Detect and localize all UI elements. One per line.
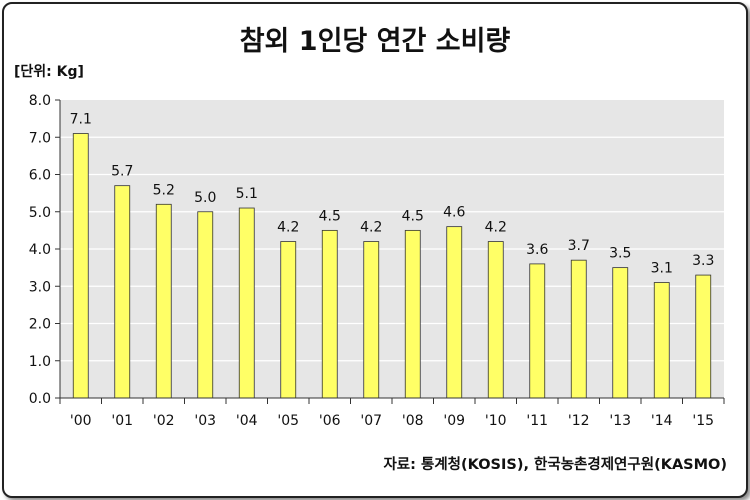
y-axis-ticks: 0.0 1.0 2.0 3.0 4.0 5.0 6.0 7.0 8.0	[29, 93, 60, 407]
y-tick-label: 0.0	[29, 391, 51, 407]
data-label: 4.2	[485, 220, 507, 236]
x-tick-label: '05	[277, 413, 299, 429]
y-tick-label: 5.0	[29, 205, 51, 221]
data-label: 4.6	[443, 205, 465, 221]
x-tick-label: '06	[319, 413, 341, 429]
x-tick-label: '09	[443, 413, 465, 429]
data-label: 4.2	[277, 220, 299, 236]
bar	[238, 207, 255, 399]
y-tick-label: 1.0	[29, 354, 51, 370]
x-tick-label: '01	[111, 413, 133, 429]
unit-label: [단위: Kg]	[14, 63, 84, 80]
data-label: 4.5	[319, 208, 341, 224]
chart-title: 참외 1인당 연간 소비량	[240, 26, 511, 57]
data-label: 5.7	[111, 164, 133, 180]
bar	[570, 259, 587, 399]
x-tick-label: '10	[485, 413, 507, 429]
data-label: 3.3	[692, 253, 714, 269]
bar	[612, 267, 629, 399]
y-tick-label: 7.0	[29, 130, 51, 146]
data-label: 4.5	[402, 208, 424, 224]
x-axis-ticks: '00 '01 '02 '03 '04 '05 '06 '07 '08 '09 '10 '11 '12 '…	[59, 398, 725, 429]
bar	[72, 133, 89, 399]
bars	[72, 133, 712, 399]
bar	[404, 229, 421, 399]
bar	[114, 185, 131, 399]
x-tick-label: '15	[692, 413, 714, 429]
data-label: 5.2	[153, 182, 175, 198]
y-tick-label: 6.0	[29, 168, 51, 184]
data-label: 5.1	[236, 186, 258, 202]
data-label: 3.6	[526, 242, 548, 258]
bar	[487, 241, 504, 399]
data-labels: 7.1 5.7 5.2 5.0 5.1 4.2 4.5 4.2 4.5 4.6 4.2 3.6 3.7 3…	[70, 112, 715, 277]
x-tick-label: '03	[194, 413, 216, 429]
x-tick-label: '00	[70, 413, 92, 429]
x-tick-label: '04	[236, 413, 258, 429]
data-label: 3.7	[568, 238, 590, 254]
x-tick-label: '07	[360, 413, 382, 429]
data-label: 3.5	[609, 246, 631, 262]
data-label: 7.1	[70, 112, 92, 128]
data-label: 4.2	[360, 220, 382, 236]
data-label: 3.1	[651, 261, 673, 277]
y-tick-label: 2.0	[29, 317, 51, 333]
bar	[446, 226, 463, 399]
bar	[155, 203, 172, 399]
bar	[529, 263, 546, 399]
bar	[363, 241, 380, 399]
x-tick-label: '11	[526, 413, 548, 429]
bar	[197, 211, 214, 399]
x-tick-label: '13	[609, 413, 631, 429]
bar	[695, 274, 712, 399]
bar	[280, 241, 297, 399]
bar	[321, 229, 338, 399]
bar	[653, 282, 670, 399]
x-tick-label: '02	[153, 413, 175, 429]
x-tick-label: '12	[568, 413, 590, 429]
x-tick-label: '08	[402, 413, 424, 429]
x-tick-label: '14	[651, 413, 673, 429]
y-tick-label: 3.0	[29, 279, 51, 295]
y-tick-label: 8.0	[29, 93, 51, 109]
data-label: 5.0	[194, 190, 216, 206]
source-note: 자료: 통계청(KOSIS), 한국농촌경제연구원(KASMO)	[383, 455, 727, 473]
y-tick-label: 4.0	[29, 242, 51, 258]
